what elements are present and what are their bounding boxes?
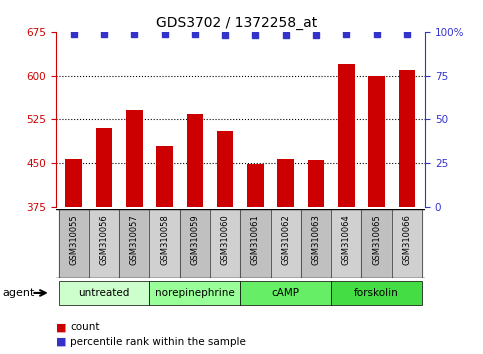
Bar bbox=[217, 131, 233, 207]
Text: GSM310056: GSM310056 bbox=[99, 215, 109, 265]
FancyBboxPatch shape bbox=[149, 281, 241, 305]
Text: GSM310062: GSM310062 bbox=[281, 215, 290, 265]
Text: GDS3702 / 1372258_at: GDS3702 / 1372258_at bbox=[156, 16, 317, 30]
Text: GSM310064: GSM310064 bbox=[342, 215, 351, 265]
Bar bbox=[331, 209, 361, 278]
Bar bbox=[277, 159, 294, 207]
Bar bbox=[210, 209, 241, 278]
Text: GSM310066: GSM310066 bbox=[402, 215, 412, 265]
Bar bbox=[368, 76, 385, 207]
Bar bbox=[119, 209, 149, 278]
FancyBboxPatch shape bbox=[241, 281, 331, 305]
Text: cAMP: cAMP bbox=[272, 288, 300, 298]
Text: norepinephrine: norepinephrine bbox=[155, 288, 235, 298]
Text: GSM310058: GSM310058 bbox=[160, 215, 169, 265]
Bar bbox=[186, 114, 203, 207]
Bar bbox=[65, 159, 82, 207]
Bar bbox=[241, 209, 270, 278]
FancyBboxPatch shape bbox=[58, 281, 149, 305]
Text: GSM310065: GSM310065 bbox=[372, 215, 381, 265]
Bar bbox=[89, 209, 119, 278]
Bar bbox=[247, 165, 264, 207]
Bar bbox=[180, 209, 210, 278]
Text: percentile rank within the sample: percentile rank within the sample bbox=[70, 337, 246, 347]
Bar bbox=[398, 70, 415, 207]
Bar bbox=[392, 209, 422, 278]
Bar bbox=[58, 209, 89, 278]
Bar bbox=[156, 146, 173, 207]
Bar bbox=[338, 64, 355, 207]
Bar bbox=[126, 109, 142, 207]
Text: forskolin: forskolin bbox=[354, 288, 399, 298]
Text: count: count bbox=[70, 322, 99, 332]
Text: GSM310059: GSM310059 bbox=[190, 215, 199, 265]
Text: GSM310061: GSM310061 bbox=[251, 215, 260, 265]
Bar bbox=[308, 160, 325, 207]
Bar bbox=[96, 128, 113, 207]
Bar bbox=[149, 209, 180, 278]
Bar bbox=[361, 209, 392, 278]
Bar bbox=[270, 209, 301, 278]
FancyBboxPatch shape bbox=[331, 281, 422, 305]
Text: GSM310063: GSM310063 bbox=[312, 215, 321, 265]
Text: ■: ■ bbox=[56, 337, 66, 347]
Text: untreated: untreated bbox=[78, 288, 130, 298]
Text: ■: ■ bbox=[56, 322, 66, 332]
Text: agent: agent bbox=[2, 288, 35, 298]
Text: GSM310060: GSM310060 bbox=[221, 215, 229, 265]
Text: GSM310055: GSM310055 bbox=[69, 215, 78, 265]
Bar bbox=[301, 209, 331, 278]
Text: GSM310057: GSM310057 bbox=[130, 215, 139, 265]
